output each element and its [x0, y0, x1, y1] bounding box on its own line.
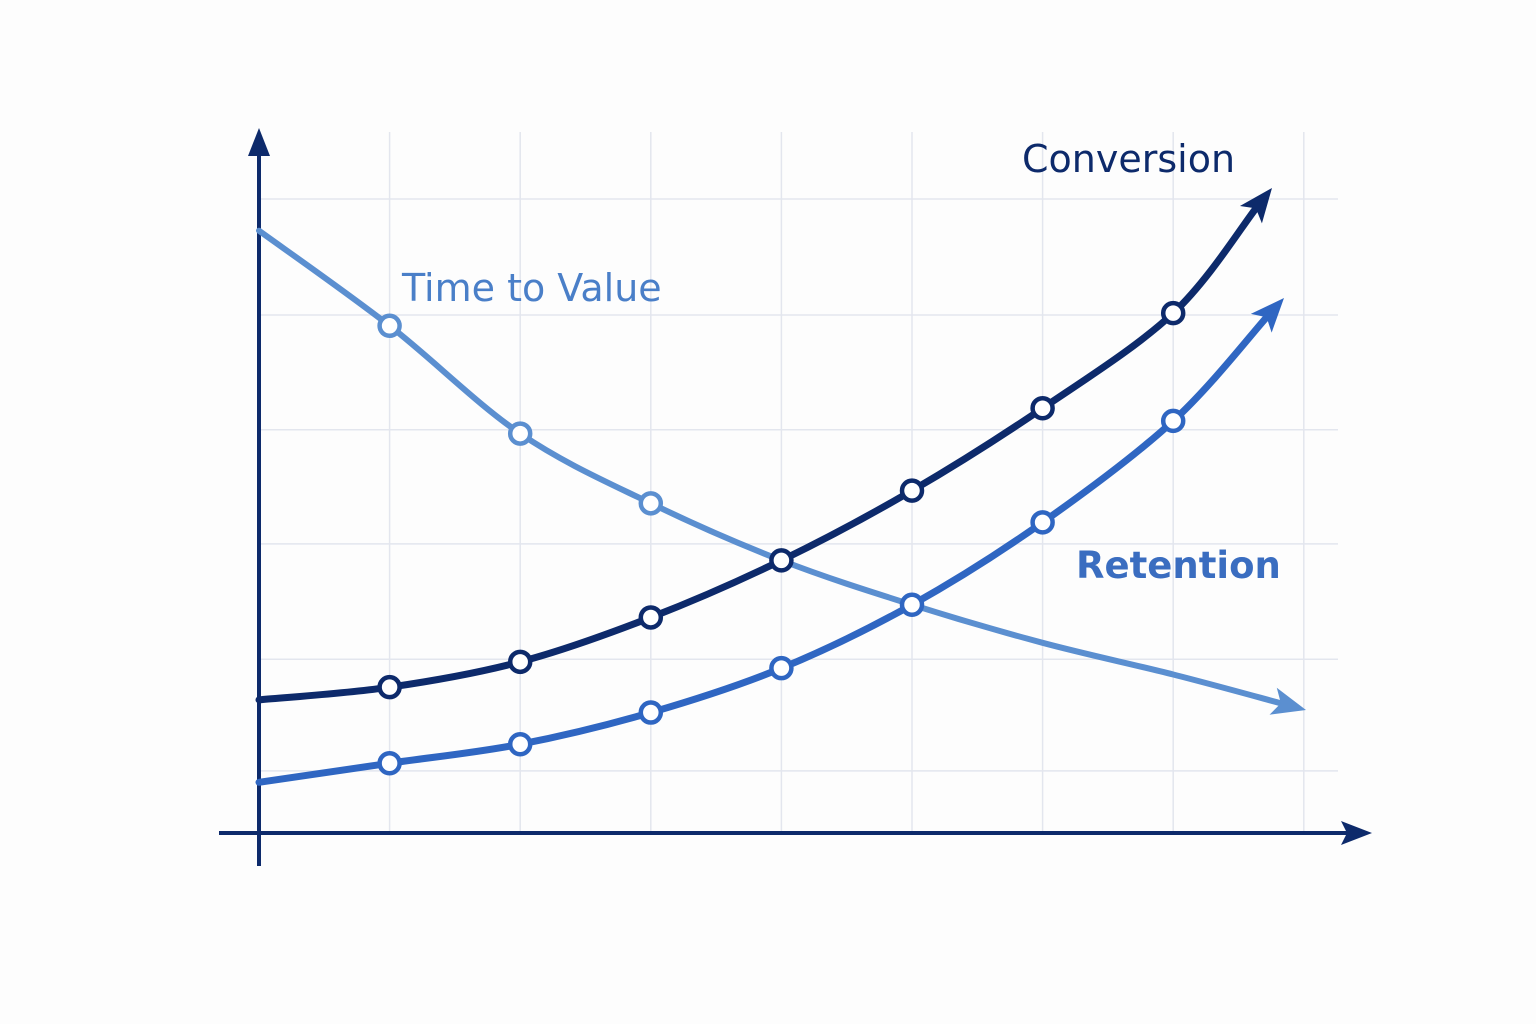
- axes: [219, 128, 1372, 866]
- series-layer: [255, 188, 1306, 786]
- conversion-marker: [638, 605, 664, 630]
- time-to-value-marker: [507, 421, 533, 446]
- series-labels: Conversion Time to Value Retention: [401, 137, 1281, 587]
- retention-marker: [638, 700, 664, 725]
- conversion-marker: [769, 548, 794, 573]
- retention-marker: [1160, 408, 1186, 434]
- conversion-marker: [1160, 300, 1186, 326]
- time-to-value-marker: [377, 313, 402, 339]
- conversion-marker: [507, 649, 533, 675]
- x-axis-arrow-icon: [1341, 821, 1372, 845]
- conversion-marker: [377, 674, 402, 700]
- retention-marker: [769, 655, 794, 681]
- retention-marker: [507, 731, 533, 757]
- retention-series: [255, 298, 1284, 786]
- retention-marker: [1030, 510, 1055, 535]
- conversion-marker: [1030, 395, 1055, 421]
- retention-arrow-icon: [1250, 298, 1284, 333]
- y-axis-arrow-icon: [248, 128, 270, 156]
- conversion-series: [255, 188, 1272, 704]
- time-to-value-arrow-icon: [1269, 687, 1306, 715]
- conversion-marker: [899, 478, 925, 503]
- retention-marker: [377, 751, 402, 776]
- retention-label: Retention: [1076, 544, 1281, 587]
- time-to-value-line: [256, 227, 1284, 707]
- grid-lines: [259, 132, 1338, 833]
- conversion-label: Conversion: [1022, 137, 1235, 181]
- conversion-arrow-icon: [1239, 188, 1272, 224]
- retention-marker: [899, 592, 925, 618]
- time-to-value-label: Time to Value: [401, 266, 662, 310]
- time-to-value-marker: [638, 491, 664, 516]
- time-to-value-series: [256, 227, 1306, 715]
